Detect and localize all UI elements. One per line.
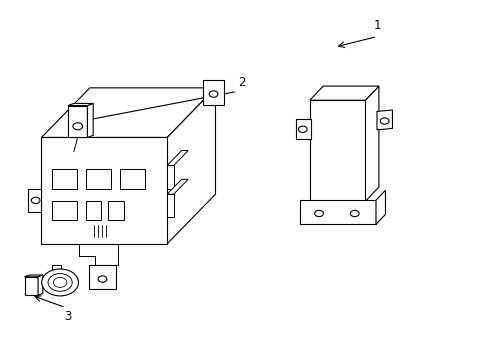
Polygon shape <box>56 270 61 295</box>
Polygon shape <box>52 265 61 272</box>
Polygon shape <box>167 150 188 166</box>
Circle shape <box>31 197 40 203</box>
Polygon shape <box>296 119 310 139</box>
Polygon shape <box>167 88 215 244</box>
Polygon shape <box>24 277 38 295</box>
Circle shape <box>314 210 323 217</box>
Circle shape <box>380 118 388 124</box>
Polygon shape <box>41 138 167 244</box>
Polygon shape <box>38 275 43 295</box>
Polygon shape <box>203 80 223 105</box>
Circle shape <box>41 269 79 296</box>
Circle shape <box>73 123 82 130</box>
Polygon shape <box>309 100 365 201</box>
Circle shape <box>53 278 67 287</box>
Circle shape <box>98 276 107 282</box>
Circle shape <box>350 210 358 217</box>
Polygon shape <box>89 265 116 289</box>
Polygon shape <box>86 169 111 189</box>
Circle shape <box>209 91 218 97</box>
Circle shape <box>298 126 306 132</box>
Polygon shape <box>309 86 378 100</box>
Polygon shape <box>87 103 93 138</box>
Polygon shape <box>24 275 43 277</box>
Polygon shape <box>86 201 101 220</box>
Text: 3: 3 <box>64 310 72 323</box>
Polygon shape <box>41 88 215 138</box>
Circle shape <box>48 274 72 291</box>
Polygon shape <box>68 105 87 138</box>
Polygon shape <box>167 166 173 189</box>
Polygon shape <box>120 169 144 189</box>
Text: 2: 2 <box>238 76 245 89</box>
Polygon shape <box>52 169 77 189</box>
Polygon shape <box>376 110 392 130</box>
Polygon shape <box>28 189 41 212</box>
Polygon shape <box>68 103 93 105</box>
Polygon shape <box>167 179 188 194</box>
Polygon shape <box>375 190 385 224</box>
Polygon shape <box>300 200 375 224</box>
Polygon shape <box>52 201 77 220</box>
Text: 1: 1 <box>373 19 381 32</box>
Polygon shape <box>108 201 123 220</box>
Polygon shape <box>365 86 378 201</box>
Polygon shape <box>167 194 173 217</box>
